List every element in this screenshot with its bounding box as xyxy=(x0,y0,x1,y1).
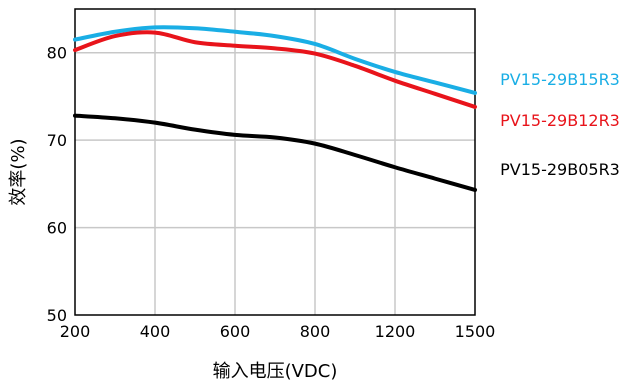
x-tick-labels: 200 400 600 800 1200 1500 xyxy=(60,322,496,341)
x-tick-label: 800 xyxy=(300,322,331,341)
legend-label: PV15-29B12R3 xyxy=(500,111,620,130)
y-tick-label: 50 xyxy=(47,306,67,325)
x-tick-label: 1200 xyxy=(375,322,416,341)
y-tick-labels: 50 60 70 80 xyxy=(47,44,67,325)
y-axis-title: 效率(%) xyxy=(8,138,29,205)
grid-lines xyxy=(75,9,475,315)
series-line-pv15-29b15r3 xyxy=(73,25,477,95)
x-tick-label: 400 xyxy=(140,322,171,341)
legend-label: PV15-29B15R3 xyxy=(500,70,620,89)
series-line-pv15-29b12r3 xyxy=(73,30,477,109)
series-line-pv15-29b05r3 xyxy=(73,113,477,192)
series-lines xyxy=(73,25,477,192)
x-axis-title: 输入电压(VDC) xyxy=(213,361,338,382)
y-tick-label: 70 xyxy=(47,131,67,150)
plot-area-frame xyxy=(74,8,476,316)
x-tick-label: 600 xyxy=(220,322,251,341)
y-tick-label: 60 xyxy=(47,219,67,238)
legend: PV15-29B15R3 PV15-29B12R3 PV15-29B05R3 xyxy=(500,70,620,179)
y-tick-label: 80 xyxy=(47,44,67,63)
x-tick-label: 200 xyxy=(60,322,91,341)
x-tick-label: 1500 xyxy=(455,322,496,341)
legend-label: PV15-29B05R3 xyxy=(500,160,620,179)
